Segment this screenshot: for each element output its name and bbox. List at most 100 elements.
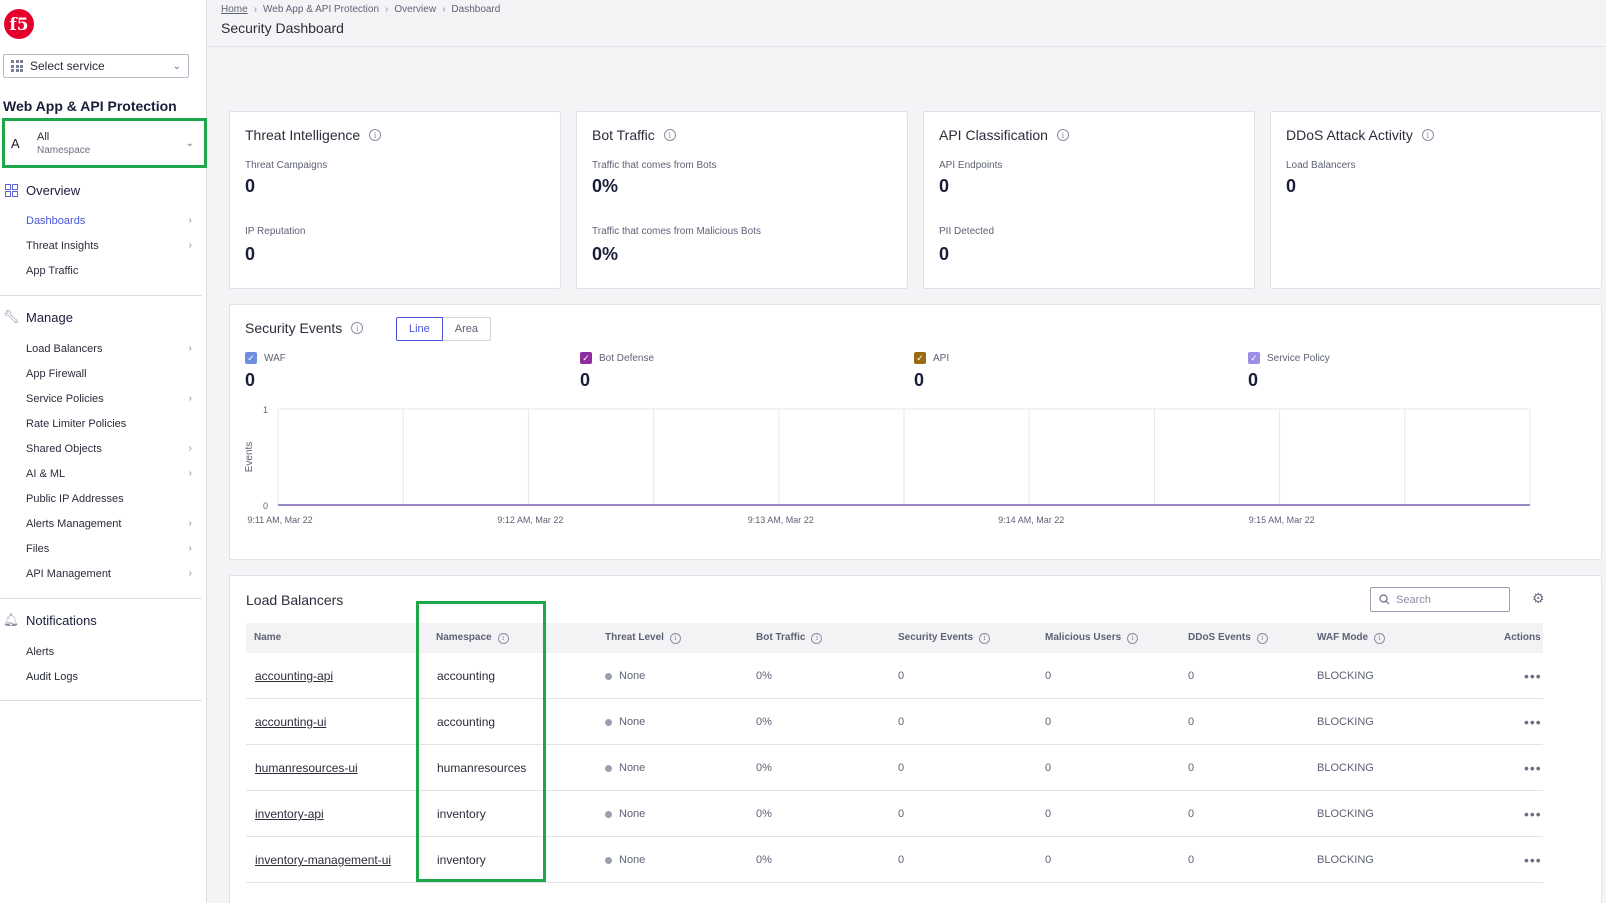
chart-x-tick-label: 9:14 AM, Mar 22 [998, 515, 1064, 525]
column-label: WAF Mode [1317, 632, 1369, 643]
gear-icon[interactable]: ⚙ [1532, 590, 1545, 606]
column-namespace[interactable]: Namespace i [436, 623, 509, 653]
info-icon[interactable]: i [497, 632, 509, 644]
sidebar-item-alerts[interactable]: Alerts [0, 639, 206, 664]
lb-name-link[interactable]: inventory-management-ui [255, 853, 392, 867]
info-icon[interactable]: i [1256, 632, 1268, 644]
column-ddos-events[interactable]: DDoS Events i [1188, 623, 1268, 653]
more-actions-icon[interactable]: ••• [1524, 668, 1542, 684]
sidebar-item-threat-insights[interactable]: Threat Insights › [0, 233, 206, 258]
table-header: Name Namespace i Threat Level i Bot Traffi… [246, 623, 1543, 653]
checkbox-checked-icon[interactable]: ✓ [914, 352, 926, 364]
column-bot-traffic[interactable]: Bot Traffic i [756, 623, 823, 653]
lb-name-link[interactable]: accounting-api [255, 669, 334, 683]
info-icon[interactable]: i [369, 129, 382, 141]
chart-x-tick-label: 9:15 AM, Mar 22 [1249, 515, 1315, 525]
lb-name-link[interactable]: humanresources-ui [255, 761, 358, 775]
nav-head-notifications[interactable]: 🔔︎ Notifications [0, 610, 206, 630]
chevron-right-icon: › [188, 443, 192, 454]
api-endpoints-label: API Endpoints [939, 160, 1003, 171]
select-service-dropdown[interactable]: Select service ⌄ [3, 54, 189, 78]
sidebar: f5 Select service ⌄ Web App & API Protec… [0, 0, 207, 903]
bot-traffic-card: Bot Traffic i Traffic that comes from Bot… [576, 111, 908, 289]
sidebar-item-audit-logs[interactable]: Audit Logs [0, 664, 206, 689]
namespace-selector[interactable]: A All Namespace ⌄ [2, 118, 207, 168]
more-actions-icon[interactable]: ••• [1524, 714, 1542, 730]
sidebar-item-alerts-management[interactable]: Alerts Management › [0, 511, 206, 536]
more-actions-icon[interactable]: ••• [1524, 806, 1542, 822]
sidebar-item-service-policies[interactable]: Service Policies › [0, 386, 206, 411]
status-dot [605, 718, 612, 726]
sidebar-item-shared-objects[interactable]: Shared Objects › [0, 436, 206, 461]
more-actions-icon[interactable]: ••• [1524, 760, 1542, 776]
column-security-events[interactable]: Security Events i [898, 623, 991, 653]
column-label: Bot Traffic [756, 632, 806, 643]
status-dot [605, 856, 612, 864]
pii-detected-label: PII Detected [939, 226, 995, 237]
sidebar-item-rate-limiter-policies[interactable]: Rate Limiter Policies [0, 411, 206, 436]
legend-waf[interactable]: ✓ WAF 0 [245, 352, 286, 391]
security-events-cell: 0 [898, 808, 905, 820]
sidebar-item-label: Files [26, 542, 50, 555]
checkbox-checked-icon[interactable]: ✓ [245, 352, 257, 364]
info-icon[interactable]: i [669, 632, 681, 644]
lb-name-link[interactable]: inventory-api [255, 807, 324, 821]
toggle-area[interactable]: Area [442, 317, 492, 341]
info-icon[interactable]: i [1056, 129, 1069, 141]
card-title-text: Threat Intelligence [245, 127, 361, 143]
legend-label: API [933, 352, 950, 364]
page-title: Security Dashboard [221, 20, 344, 36]
nav-head-overview[interactable]: Overview [0, 180, 206, 200]
nav-head-manage[interactable]: 🔧︎ Manage [0, 307, 206, 327]
ddos-events-cell: 0 [1188, 670, 1195, 682]
info-icon[interactable]: i [663, 129, 676, 141]
legend-label: WAF [264, 352, 286, 364]
sidebar-item-app-firewall[interactable]: App Firewall [0, 361, 206, 386]
sidebar-item-files[interactable]: Files › [0, 536, 206, 561]
legend-api[interactable]: ✓ API 0 [914, 352, 949, 391]
card-title: API Classification i [939, 127, 1069, 143]
threat-level-cell: None [605, 791, 645, 837]
info-icon[interactable]: i [811, 632, 823, 644]
column-waf-mode[interactable]: WAF Mode i [1317, 623, 1386, 653]
column-name[interactable]: Name [254, 623, 281, 653]
sidebar-item-dashboards[interactable]: Dashboards › [0, 208, 206, 233]
column-threat-level[interactable]: Threat Level i [605, 623, 681, 653]
legend-bot-defense[interactable]: ✓ Bot Defense 0 [580, 352, 654, 391]
sidebar-item-ai-ml[interactable]: AI & ML › [0, 461, 206, 486]
lb-name-link[interactable]: accounting-ui [255, 715, 327, 729]
chevron-right-icon: › [188, 518, 192, 529]
toggle-line[interactable]: Line [396, 317, 443, 341]
threat-level-cell: None [605, 699, 645, 745]
info-icon[interactable]: i [351, 322, 364, 334]
column-label: Namespace [436, 632, 492, 643]
ddos-events-cell: 0 [1188, 762, 1195, 774]
info-icon[interactable]: i [1374, 632, 1386, 644]
bot-traffic-cell: 0% [756, 808, 772, 820]
sidebar-item-app-traffic[interactable]: App Traffic [0, 258, 206, 283]
column-label: Name [254, 632, 282, 643]
sidebar-item-label: API Management [26, 567, 111, 580]
checkbox-checked-icon[interactable]: ✓ [580, 352, 592, 364]
legend-service-policy[interactable]: ✓ Service Policy 0 [1248, 352, 1330, 391]
breadcrumb-overview[interactable]: Overview [394, 4, 437, 15]
f5-logo-icon[interactable]: f5 [3, 8, 35, 40]
breadcrumb-waap[interactable]: Web App & API Protection [263, 4, 380, 15]
breadcrumb-home[interactable]: Home [221, 4, 248, 15]
load-balancers-value: 0 [1286, 176, 1297, 196]
ddos-events-cell: 0 [1188, 808, 1195, 820]
sidebar-item-api-management[interactable]: API Management › [0, 561, 206, 586]
search-input[interactable] [1396, 593, 1506, 606]
sidebar-item-label: Threat Insights [26, 239, 99, 252]
legend-value: 0 [580, 370, 591, 390]
info-icon[interactable]: i [1421, 129, 1434, 141]
info-icon[interactable]: i [979, 632, 991, 644]
more-actions-icon[interactable]: ••• [1524, 852, 1542, 868]
svg-text:f5: f5 [9, 15, 28, 35]
info-icon[interactable]: i [1127, 632, 1139, 644]
column-malicious-users[interactable]: Malicious Users i [1045, 623, 1139, 653]
sidebar-item-public-ip-addresses[interactable]: Public IP Addresses [0, 486, 206, 511]
card-title: DDoS Attack Activity i [1286, 127, 1434, 143]
checkbox-checked-icon[interactable]: ✓ [1248, 352, 1260, 364]
sidebar-item-load-balancers[interactable]: Load Balancers › [0, 336, 206, 361]
